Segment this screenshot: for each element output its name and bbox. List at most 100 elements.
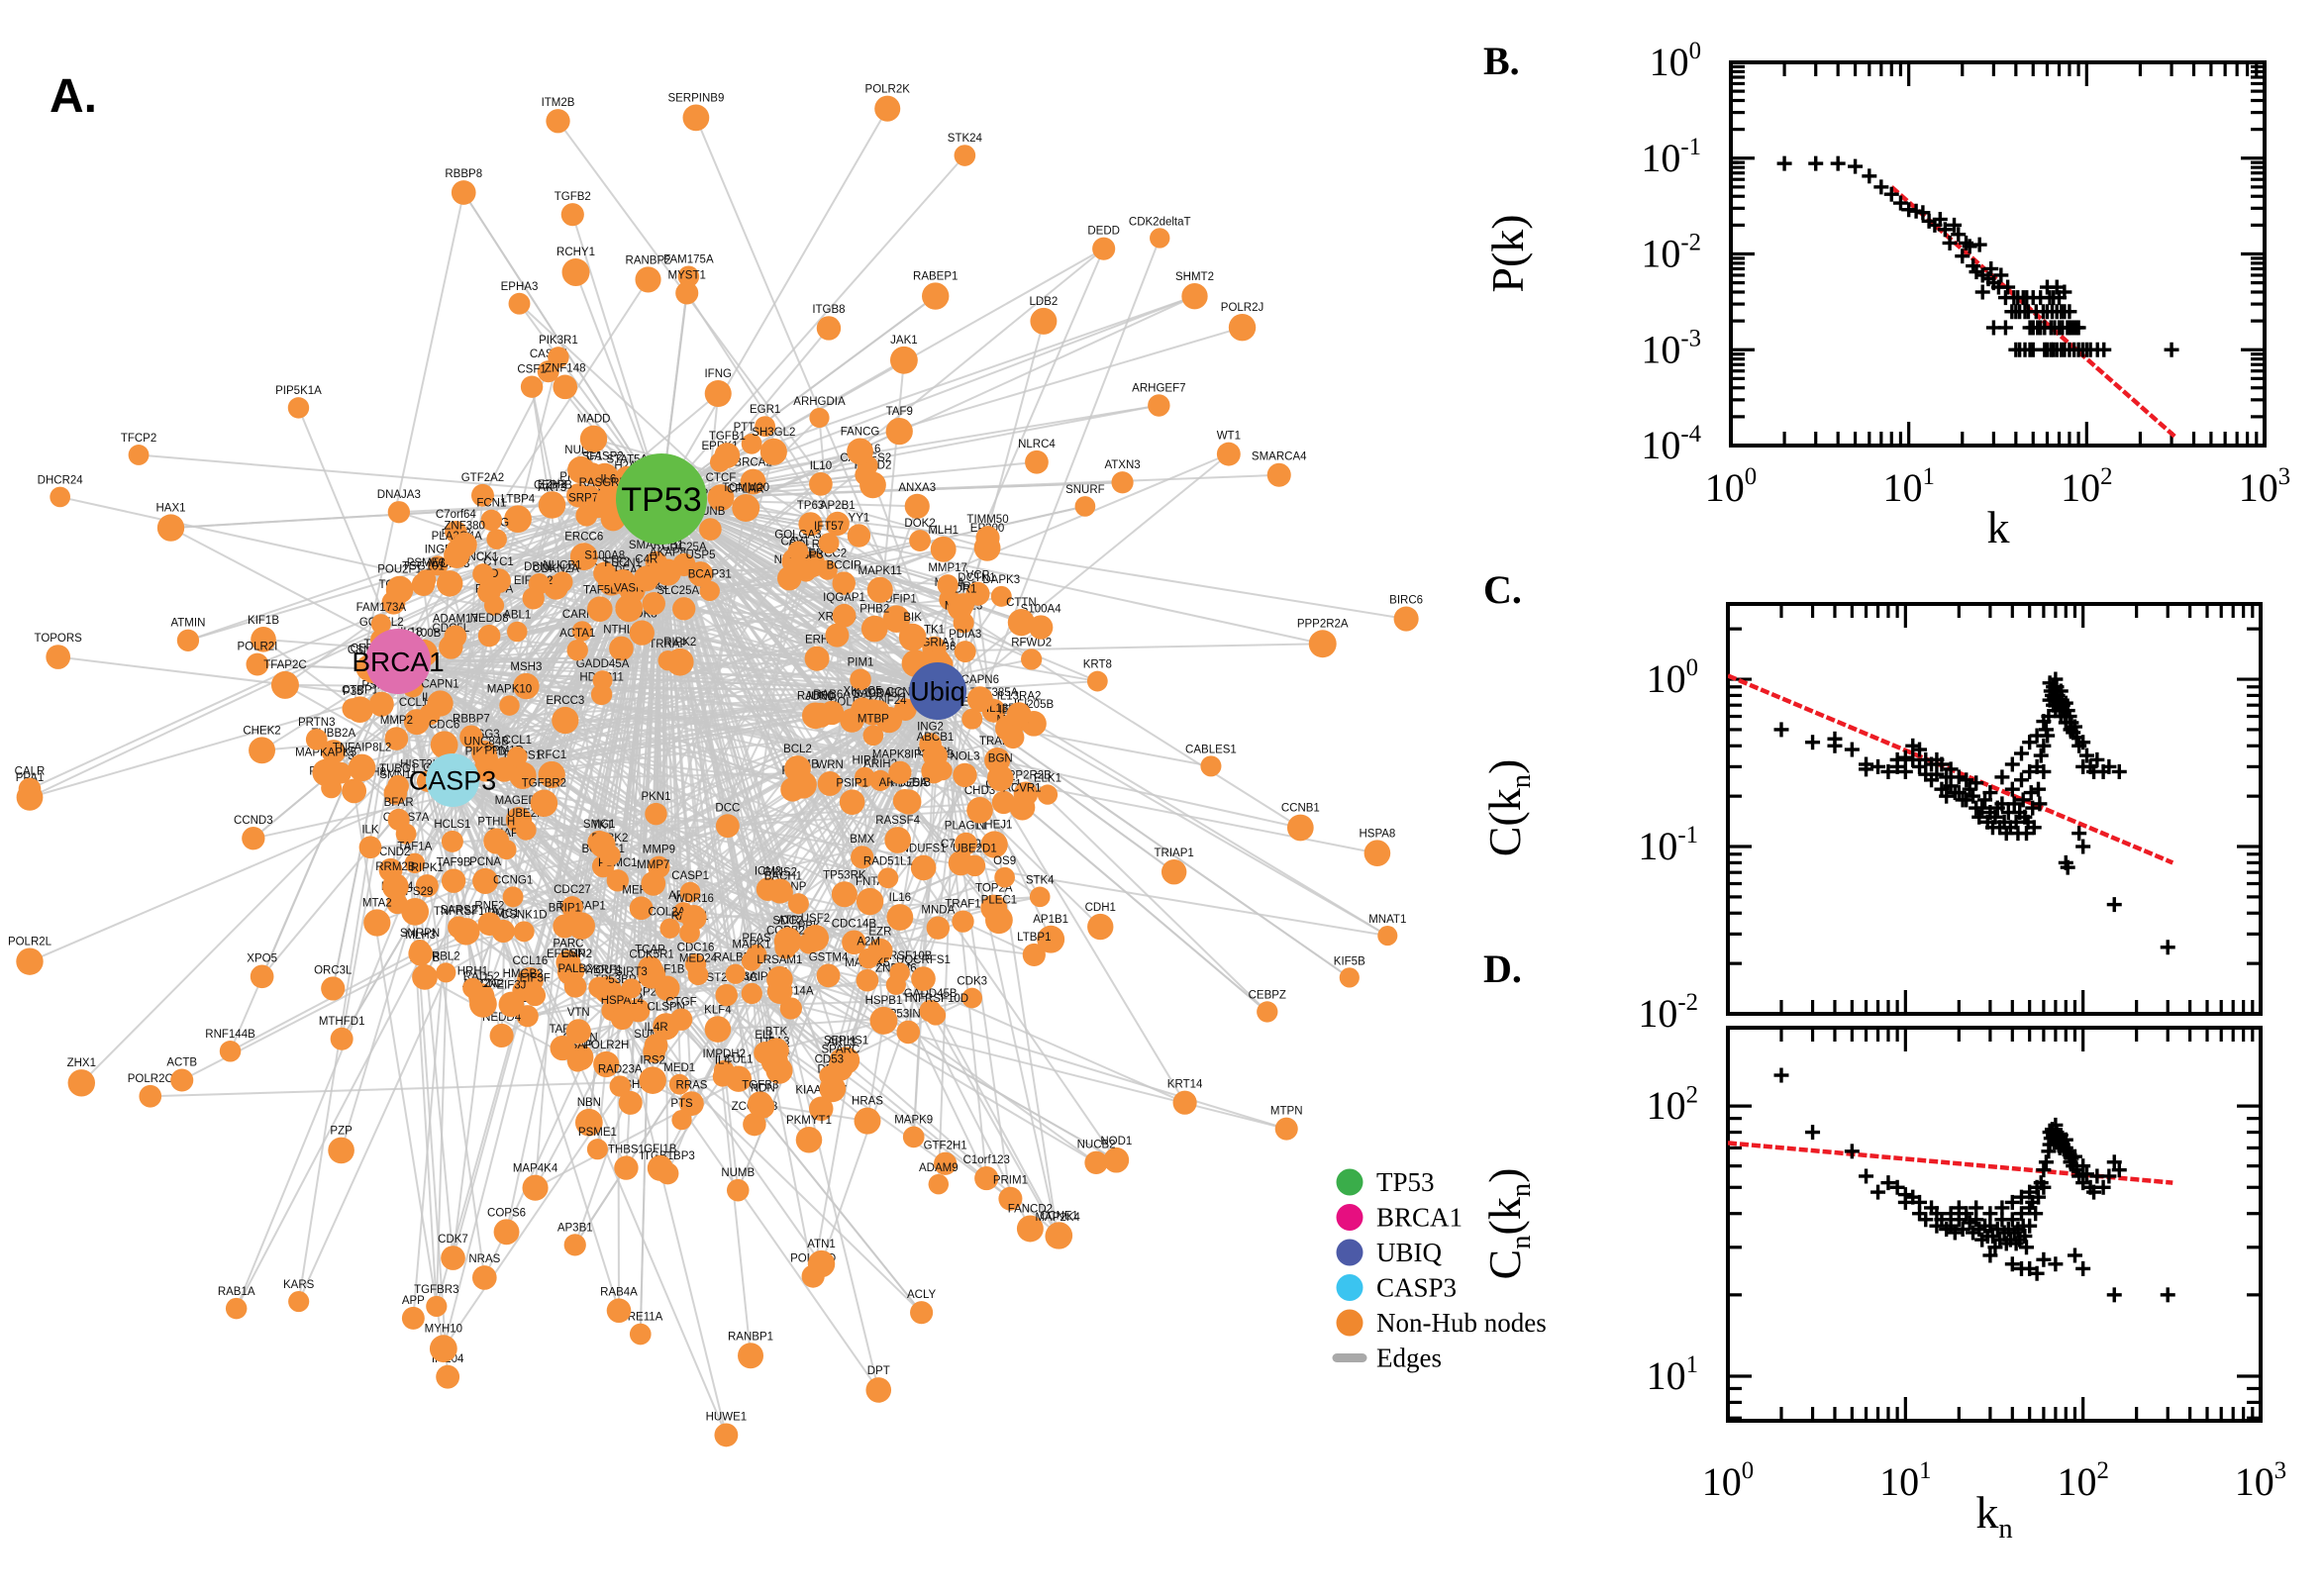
network-node[interactable]: CCNG1 — [493, 874, 533, 908]
network-node[interactable]: CDK7 — [438, 1234, 468, 1270]
network-node[interactable]: PIK3R1 — [539, 335, 578, 368]
network-node[interactable]: POLR2J — [1221, 302, 1263, 342]
network-node[interactable]: POLR2C — [128, 1073, 173, 1108]
network-node[interactable]: EPHA3 — [501, 281, 539, 315]
network-node[interactable]: TP63 — [797, 500, 825, 537]
network-node[interactable]: SHMT2 — [1175, 271, 1214, 310]
network-node[interactable]: RBL2 — [432, 950, 460, 983]
network-node[interactable]: ATN1 — [807, 1239, 836, 1278]
network-node[interactable]: RAB1A — [218, 1286, 255, 1320]
network-node[interactable]: EGR1 — [750, 404, 780, 438]
network-node[interactable]: ARHGDIA — [793, 396, 846, 429]
network-node[interactable]: FSCN1 — [604, 557, 642, 595]
network-node[interactable]: RAD23A — [598, 1063, 643, 1097]
network-node[interactable]: DCTN1 — [958, 572, 996, 605]
network-node[interactable]: EIF3J — [496, 980, 526, 1018]
network-node[interactable]: POU2F1 — [377, 564, 422, 604]
network-node[interactable]: KIF1B — [248, 615, 279, 652]
network-node[interactable]: DEDD — [1087, 226, 1120, 260]
network-node[interactable]: UQCRFS1 — [896, 954, 951, 991]
network-node[interactable]: MAPK10 — [487, 683, 532, 716]
network-node[interactable]: MSH3 — [510, 661, 542, 700]
network-node[interactable]: CTTN — [1006, 597, 1037, 637]
network-node[interactable]: PHB2 — [859, 604, 889, 643]
network-node[interactable]: STK24 — [948, 133, 983, 166]
network-node[interactable]: ARIH2 — [863, 758, 897, 791]
network-node[interactable]: FNTA — [856, 876, 885, 916]
network-node[interactable]: ABL1 — [503, 610, 531, 643]
network-node[interactable]: ARHGEF7 — [1132, 382, 1186, 417]
network-node[interactable]: MED1 — [663, 1062, 695, 1095]
network-node[interactable]: ELK1 — [1034, 772, 1061, 805]
network-node[interactable]: NUFIP1 — [876, 593, 917, 633]
network-node[interactable]: AP1B1 — [1033, 914, 1068, 953]
network-node[interactable]: DNAJA3 — [377, 489, 421, 524]
network-node[interactable]: RASSF4 — [875, 815, 921, 853]
network-node[interactable]: SMARCA4 — [1252, 451, 1307, 487]
network-node[interactable]: SDC2 — [772, 916, 803, 955]
network-node[interactable]: MAP2K4 — [1035, 1212, 1080, 1249]
network-node[interactable]: COPS6 — [487, 1207, 526, 1246]
network-node[interactable]: TUBG1 — [379, 763, 417, 797]
network-node[interactable]: FANCG — [841, 426, 880, 465]
network-node[interactable]: MADD — [577, 414, 611, 453]
network-node[interactable]: NOL3 — [950, 751, 979, 788]
network-node[interactable]: TNFRSF10D — [903, 993, 968, 1026]
network-node[interactable]: CDC14B — [832, 918, 877, 955]
network-node[interactable]: CABLES1 — [1185, 744, 1237, 777]
network-node[interactable]: EIF3F — [520, 973, 551, 1007]
network-node[interactable]: CHD3 — [964, 785, 995, 824]
network-node[interactable]: NBN — [574, 1097, 603, 1137]
network-node[interactable]: POLR2I — [237, 642, 277, 676]
network-node[interactable]: MNDA — [921, 904, 956, 940]
network-node[interactable]: RANBP2 — [626, 254, 671, 293]
network-node[interactable]: POLR2L — [8, 936, 52, 975]
network-node[interactable]: SERPINB9 — [667, 92, 724, 132]
network-node[interactable]: TRAF1 — [945, 899, 981, 933]
network-node[interactable]: RCHY1 — [556, 247, 595, 287]
network-node[interactable]: ORC3L — [314, 964, 353, 1001]
network-node[interactable]: DAPK3 — [982, 574, 1020, 607]
network-node[interactable]: GFI1B — [644, 1144, 677, 1181]
network-node[interactable]: BRCA2 — [734, 457, 772, 495]
network-node[interactable]: CDH1 — [1085, 902, 1116, 941]
network-node[interactable]: RIPK1 — [411, 862, 444, 898]
network-node[interactable]: S100A8 — [584, 549, 625, 585]
network-node[interactable]: RBBP8 — [445, 168, 482, 205]
network-node[interactable]: ERCC2 — [808, 549, 847, 580]
network-node[interactable]: IRS2 — [639, 1054, 666, 1094]
network-node[interactable]: BIK — [898, 612, 927, 651]
network-node[interactable]: MED24 — [679, 952, 718, 986]
network-node[interactable]: SNURF — [1065, 484, 1105, 517]
network-node[interactable]: GTF2H1 — [924, 1141, 967, 1175]
network-node[interactable]: KIF5B — [1334, 955, 1365, 988]
network-node[interactable]: MTHFD1 — [319, 1016, 365, 1050]
network-node[interactable]: POLR2K — [865, 84, 911, 122]
network-node[interactable]: KARS — [283, 1279, 315, 1313]
network-node[interactable]: ERCC6 — [564, 531, 603, 571]
network-node[interactable]: BMX — [850, 834, 874, 869]
network-node[interactable]: BCAP31 — [688, 569, 732, 602]
network-node[interactable]: TAF9 — [886, 406, 913, 446]
network-node[interactable]: VTN — [565, 1007, 591, 1045]
network-node[interactable]: PSME1 — [578, 1127, 617, 1160]
network-node[interactable]: MTA2 — [362, 897, 392, 937]
network-node[interactable]: HUWE1 — [706, 1411, 748, 1447]
network-node[interactable]: PRIM1 — [993, 1175, 1028, 1211]
network-node[interactable]: STK4 — [1026, 875, 1055, 908]
network-node[interactable]: PKMYT1 — [786, 1115, 832, 1153]
network-node[interactable]: IL16 — [886, 892, 914, 931]
network-node[interactable]: CDK3 — [957, 976, 987, 1009]
network-node[interactable]: TRIAP1 — [1155, 848, 1194, 885]
network-node[interactable]: CEBPZ — [1249, 989, 1286, 1023]
network-node[interactable]: PIM1 — [848, 656, 874, 691]
network-node[interactable]: CASP1 — [671, 870, 709, 903]
network-node[interactable]: CFLAR — [727, 483, 764, 516]
network-node[interactable]: HSPA8 — [1359, 828, 1395, 867]
network-node[interactable]: MTPN — [1270, 1106, 1303, 1141]
network-node[interactable]: CCNB1 — [1281, 803, 1320, 842]
network-node[interactable]: SLC25A11 — [656, 585, 711, 621]
network-node[interactable]: GADD45A — [576, 658, 630, 691]
network-node[interactable]: ATXN3 — [1104, 459, 1141, 494]
network-node[interactable]: YY1 — [847, 512, 871, 548]
